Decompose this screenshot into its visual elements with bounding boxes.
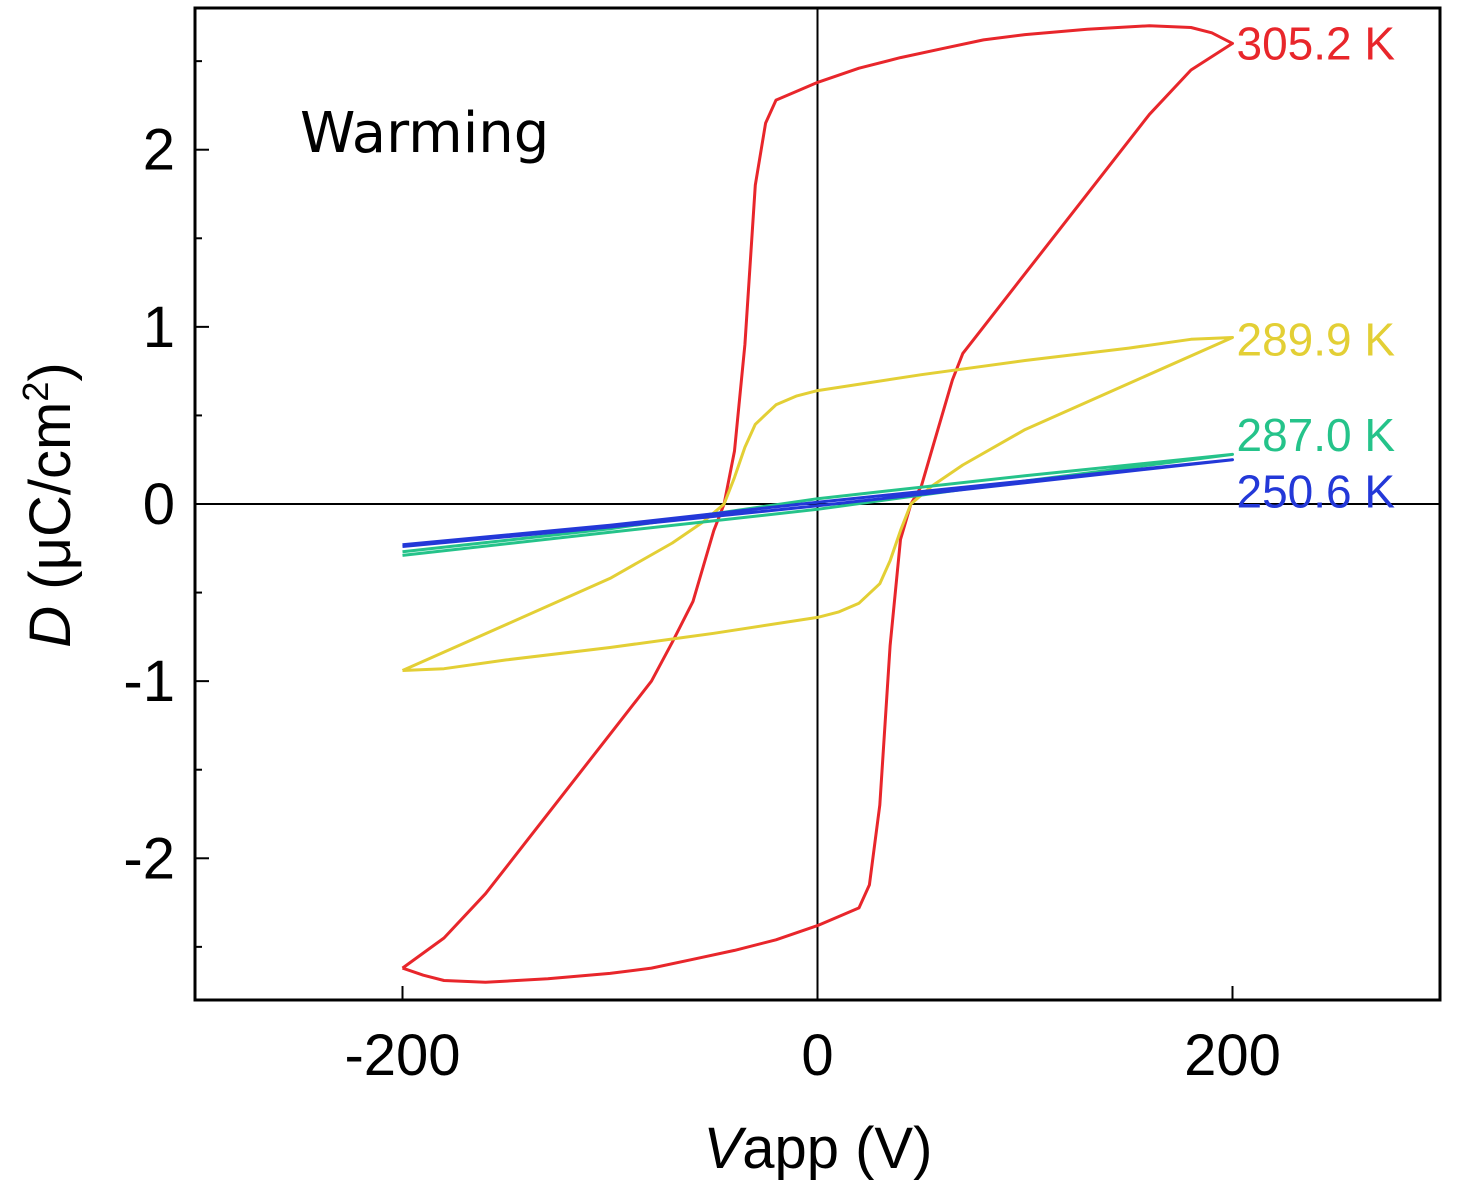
y-tick-label: 0: [143, 472, 175, 537]
y-axis-title-unit: (μC/cm: [18, 402, 83, 606]
y-axis-title: D (μC/cm2): [15, 362, 83, 647]
series-line-289-9-k: [401, 336, 1234, 672]
series-label-305-2-k: 305.2 K: [1237, 17, 1396, 69]
axis-ticks: -200 0 200 -2 -1 0 1 2: [123, 60, 1281, 1088]
x-tick-label: -200: [344, 1023, 460, 1088]
y-tick-label: 1: [143, 295, 175, 360]
x-axis-title-rest: app (V): [742, 1116, 932, 1181]
series-lines: [401, 24, 1234, 984]
y-tick-label: 2: [143, 118, 175, 183]
annotation-warming: Warming: [300, 101, 549, 166]
series-line-250-6-k: [402, 458, 1234, 548]
series-line-305-2-k: [401, 24, 1234, 984]
x-axis-title-var: V: [704, 1116, 748, 1181]
x-tick-label: 0: [801, 1023, 833, 1088]
x-tick-label: 200: [1184, 1023, 1281, 1088]
y-axis-title-close: ): [18, 362, 83, 381]
series-label-289-9-k: 289.9 K: [1237, 313, 1396, 365]
x-axis-title: Vapp (V): [704, 1116, 933, 1181]
series-label-287-0-k: 287.0 K: [1237, 409, 1396, 461]
y-axis-title-sup: 2: [15, 382, 56, 402]
series-label-250-6-k: 250.6 K: [1237, 466, 1396, 518]
y-tick-label: -1: [123, 649, 175, 714]
y-tick-label: -2: [123, 826, 175, 891]
y-axis-title-var: D: [18, 606, 83, 648]
